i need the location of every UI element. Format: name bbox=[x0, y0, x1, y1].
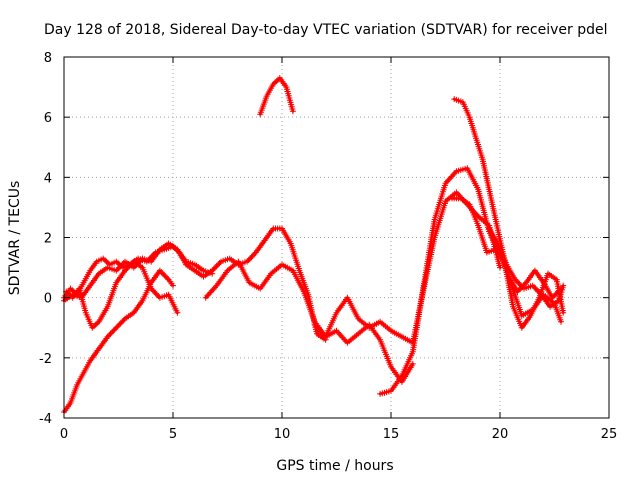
series-markers-arc4 bbox=[61, 267, 176, 415]
y-axis-title: SDTVAR / TECUs bbox=[7, 181, 23, 296]
series-markers-arc10 bbox=[449, 195, 567, 331]
x-tick-label: 5 bbox=[169, 427, 177, 442]
data-point bbox=[174, 309, 181, 316]
series-layer bbox=[61, 75, 567, 415]
x-tick-label: 15 bbox=[383, 427, 400, 442]
grid bbox=[64, 57, 609, 418]
series-markers-arc6 bbox=[257, 75, 296, 118]
series-markers-arc11 bbox=[486, 225, 567, 310]
data-point bbox=[560, 309, 567, 316]
data-point bbox=[170, 282, 176, 289]
y-tick-label: -2 bbox=[39, 352, 52, 367]
y-tick-label: 6 bbox=[44, 111, 52, 126]
data-point bbox=[558, 318, 564, 325]
series-markers-arc2 bbox=[61, 225, 329, 343]
x-tick-label: 0 bbox=[60, 427, 68, 442]
data-point bbox=[497, 264, 503, 271]
y-tick-label: 4 bbox=[44, 171, 52, 186]
ticks: 0 5 10 15 20 25 -4 -2 0 2 4 6 8 bbox=[39, 51, 617, 442]
x-tick-label: 10 bbox=[274, 427, 291, 442]
y-tick-label: -4 bbox=[39, 412, 52, 427]
series-markers-arc8 bbox=[377, 165, 564, 397]
data-point bbox=[560, 282, 567, 289]
y-tick-label: 2 bbox=[44, 232, 52, 247]
data-point bbox=[409, 360, 416, 367]
series-line-arc10 bbox=[450, 197, 565, 330]
x-tick-label: 25 bbox=[601, 427, 618, 442]
series-markers-arc3 bbox=[63, 258, 181, 331]
x-tick-label: 20 bbox=[492, 427, 509, 442]
y-tick-label: 8 bbox=[44, 51, 52, 66]
y-tick-label: 0 bbox=[44, 292, 52, 307]
x-axis-title: GPS time / hours bbox=[276, 458, 393, 474]
series-line-arc2 bbox=[62, 227, 327, 342]
chart-title: Day 128 of 2018, Sidereal Day-to-day VTE… bbox=[44, 22, 608, 38]
data-point bbox=[289, 108, 296, 115]
